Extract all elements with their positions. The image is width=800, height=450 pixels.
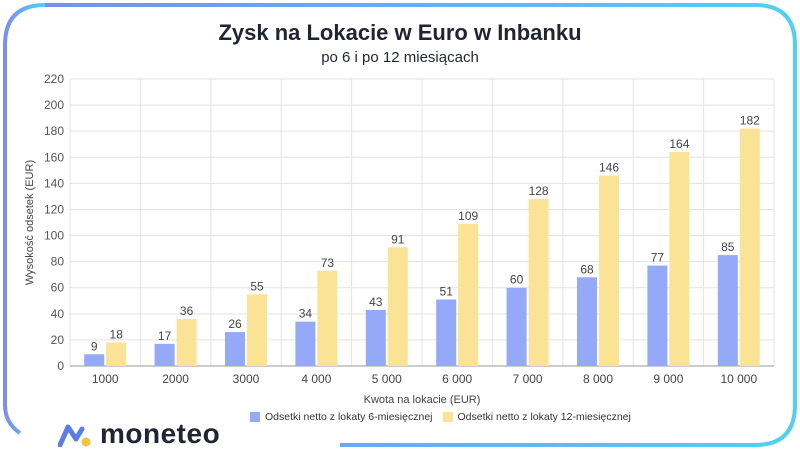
data-label: 43 [369, 295, 383, 309]
data-label: 85 [721, 240, 735, 254]
bar [84, 354, 105, 366]
x-tick-label: 3000 [233, 372, 260, 386]
x-tick-label: 5 000 [372, 372, 402, 386]
moneteo-logo: moneteo [58, 418, 220, 450]
x-tick-label: 8 000 [583, 372, 613, 386]
bar [154, 343, 175, 366]
moneteo-logo-icon [58, 424, 91, 447]
x-tick-label: 10 000 [720, 372, 757, 386]
y-axis-title: Wysokość odsetek (EUR) [24, 160, 36, 285]
bar [577, 277, 597, 366]
bar [506, 287, 527, 366]
legend-swatch-6m [250, 412, 260, 422]
data-label: 26 [228, 317, 242, 331]
legend-item-12m: Odsetki netto z lokaty 12-miesięcznej [442, 411, 631, 423]
legend-swatch-12m [442, 412, 453, 422]
bar [647, 265, 668, 366]
bar [225, 332, 245, 366]
data-label: 164 [669, 137, 689, 151]
data-label: 91 [391, 232, 405, 246]
data-label: 77 [651, 251, 665, 265]
moneteo-logo-text: moneteo [100, 418, 221, 449]
data-label: 109 [458, 209, 478, 223]
bar [717, 255, 738, 366]
data-label: 18 [110, 328, 124, 342]
y-tick-label: 20 [51, 333, 65, 347]
legend-label-12m: Odsetki netto z lokaty 12-miesięcznej [457, 411, 631, 423]
bar [528, 199, 549, 366]
y-tick-label: 220 [44, 72, 64, 86]
data-label: 182 [740, 114, 760, 128]
legend-label-6m: Odsetki netto z lokaty 6-miesięcznej [265, 411, 433, 423]
data-label: 146 [599, 161, 619, 175]
data-label: 68 [580, 262, 594, 276]
y-tick-label: 60 [51, 281, 65, 295]
y-tick-label: 160 [44, 150, 64, 164]
data-label: 60 [510, 273, 524, 287]
bar [387, 247, 408, 366]
bar [436, 299, 457, 366]
bar [176, 319, 197, 366]
data-label: 34 [299, 307, 313, 321]
y-tick-label: 200 [44, 98, 64, 112]
x-tick-label: 1000 [92, 372, 119, 386]
bar [247, 294, 267, 366]
x-tick-label: 2000 [162, 372, 189, 386]
y-tick-label: 120 [44, 202, 64, 216]
y-tick-label: 180 [44, 124, 64, 138]
bar [295, 321, 316, 366]
bar [458, 223, 479, 366]
x-tick-label: 4 000 [301, 372, 331, 386]
data-label: 51 [440, 284, 454, 298]
chart-legend: Odsetki netto z lokaty 6-miesięcznej Ods… [250, 411, 631, 423]
y-tick-label: 0 [57, 359, 64, 373]
y-tick-label: 40 [51, 307, 65, 321]
bar [669, 152, 690, 366]
bar [106, 342, 127, 366]
y-tick-label: 140 [44, 176, 64, 190]
x-tick-label: 7 000 [513, 372, 543, 386]
data-label: 9 [91, 339, 98, 353]
x-axis-title: Kwota na lokacie (EUR) [364, 394, 481, 406]
bar [599, 175, 619, 366]
data-label: 36 [180, 304, 194, 318]
data-label: 17 [158, 329, 172, 343]
data-label: 73 [321, 256, 335, 270]
data-label: 128 [529, 184, 549, 198]
bar [739, 128, 760, 366]
y-tick-label: 80 [51, 255, 65, 269]
bar [317, 270, 338, 366]
y-tick-label: 100 [44, 229, 64, 243]
chart-title: Zysk na Lokacie w Euro w Inbanku [218, 20, 582, 45]
legend-item-6m: Odsetki netto z lokaty 6-miesięcznej [250, 411, 433, 423]
x-tick-label: 9 000 [653, 372, 683, 386]
bar [365, 309, 386, 366]
chart-subtitle: po 6 i po 12 miesiącach [321, 49, 479, 66]
data-label: 55 [250, 279, 264, 293]
x-tick-label: 6 000 [442, 372, 472, 386]
